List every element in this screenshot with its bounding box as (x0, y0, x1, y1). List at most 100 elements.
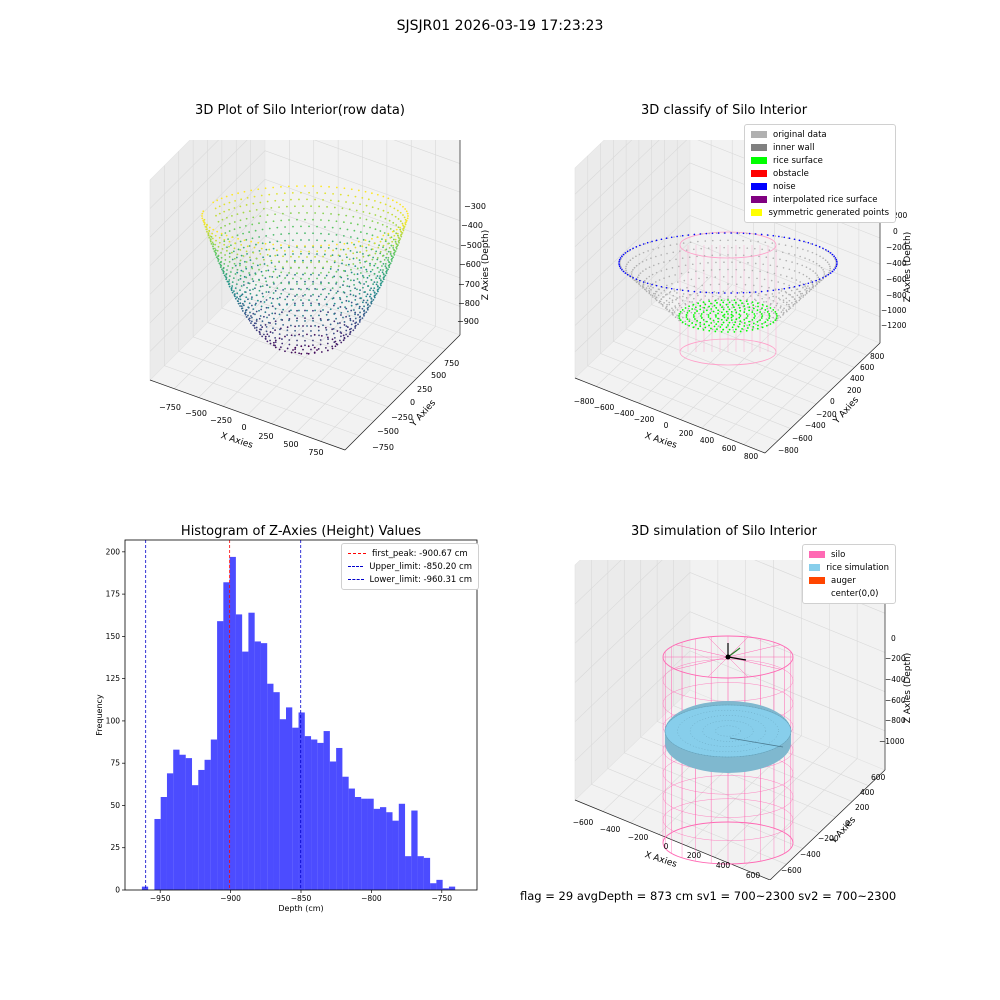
grid-line (625, 140, 817, 405)
original-point (776, 265, 778, 268)
surface-point (370, 237, 373, 240)
histogram-bar (248, 612, 255, 890)
surface-point (208, 236, 211, 239)
surface-point (266, 264, 269, 267)
surface-point (271, 331, 274, 334)
original-point (671, 307, 673, 310)
legend-item: interpolated rice surface (751, 193, 889, 206)
surface-point (246, 286, 248, 289)
histogram-bar (367, 798, 374, 890)
noise-point (822, 247, 824, 250)
surface-point (223, 274, 226, 277)
surface-point (369, 305, 371, 307)
surface-point (224, 254, 226, 256)
surface-point (392, 256, 395, 259)
surface-point (337, 254, 340, 257)
surface-point (222, 266, 225, 269)
original-point (638, 253, 641, 256)
surface-point (383, 232, 386, 234)
surface-point (389, 236, 392, 239)
surface-point (357, 313, 359, 316)
surface-point (231, 291, 234, 294)
original-point (781, 288, 783, 290)
histogram-bar (442, 888, 449, 890)
rice-surface-point (761, 315, 764, 317)
surface-point (267, 306, 270, 309)
cls-x-tick: 200 (679, 429, 694, 438)
surface-point (255, 322, 257, 325)
rice-surface-point (703, 306, 706, 309)
surface-point (291, 192, 294, 194)
surface-point (332, 332, 335, 335)
surface-point (245, 276, 248, 279)
surface-point (356, 278, 359, 280)
surface-point (255, 283, 257, 286)
original-point (731, 246, 733, 249)
rice-surface-point (712, 310, 715, 313)
surface-point (407, 215, 409, 217)
surface-point (251, 316, 253, 319)
original-point (672, 294, 675, 297)
simulation-legend: silo rice simulation auger center(0,0) (802, 544, 896, 604)
surface-point (395, 246, 398, 249)
rice-surface-point (739, 330, 742, 333)
surface-point (287, 185, 290, 188)
noise-point (742, 232, 745, 235)
surface-point (307, 352, 310, 355)
surface-point (394, 240, 397, 243)
grid-line (174, 140, 290, 389)
surface-point (361, 317, 364, 319)
surface-point (211, 237, 214, 240)
surface-point (354, 287, 356, 290)
rice-surface-point (731, 326, 734, 329)
surface-point (304, 317, 306, 320)
surface-point (335, 220, 338, 223)
surface-point (288, 246, 290, 249)
surface-point (258, 279, 261, 282)
histogram-bar (423, 857, 431, 890)
surface-point (325, 328, 328, 331)
surface-point (359, 311, 361, 314)
surface-point (329, 199, 332, 202)
surface-point (361, 245, 364, 248)
surface-point (327, 311, 329, 314)
original-point (792, 305, 794, 307)
surface-point (389, 205, 392, 208)
histogram-bar (160, 797, 167, 890)
surface-point (230, 214, 233, 217)
surface-point (316, 250, 319, 253)
rice-surface-point (743, 322, 746, 324)
original-point (742, 239, 745, 242)
surface-point (300, 352, 303, 355)
noise-point (754, 233, 757, 235)
original-point (782, 312, 785, 315)
surface-point (276, 287, 279, 290)
sim-x-tick: −400 (600, 825, 621, 834)
surface-point (278, 333, 281, 336)
original-point (773, 306, 776, 309)
surface-point (402, 229, 405, 232)
surface-point (388, 266, 391, 268)
surface-point (399, 211, 402, 214)
surface-point (216, 230, 219, 233)
raw-axes-panes (149, 140, 461, 451)
legend-item: center(0,0) (831, 588, 879, 599)
surface-point (268, 335, 270, 338)
original-point (704, 240, 707, 242)
original-point (766, 271, 769, 274)
surface-point (232, 277, 235, 280)
surface-point (208, 230, 211, 233)
surface-point (264, 324, 267, 326)
surface-point (306, 287, 308, 290)
surface-point (341, 207, 344, 210)
original-point (666, 293, 668, 296)
surface-point (336, 330, 339, 332)
surface-point (319, 339, 322, 341)
original-point (684, 320, 687, 323)
surface-point (387, 242, 389, 245)
surface-point (294, 261, 296, 264)
surface-point (379, 275, 382, 277)
surface-point (371, 234, 374, 237)
noise-point (639, 244, 641, 247)
original-point (699, 299, 701, 302)
